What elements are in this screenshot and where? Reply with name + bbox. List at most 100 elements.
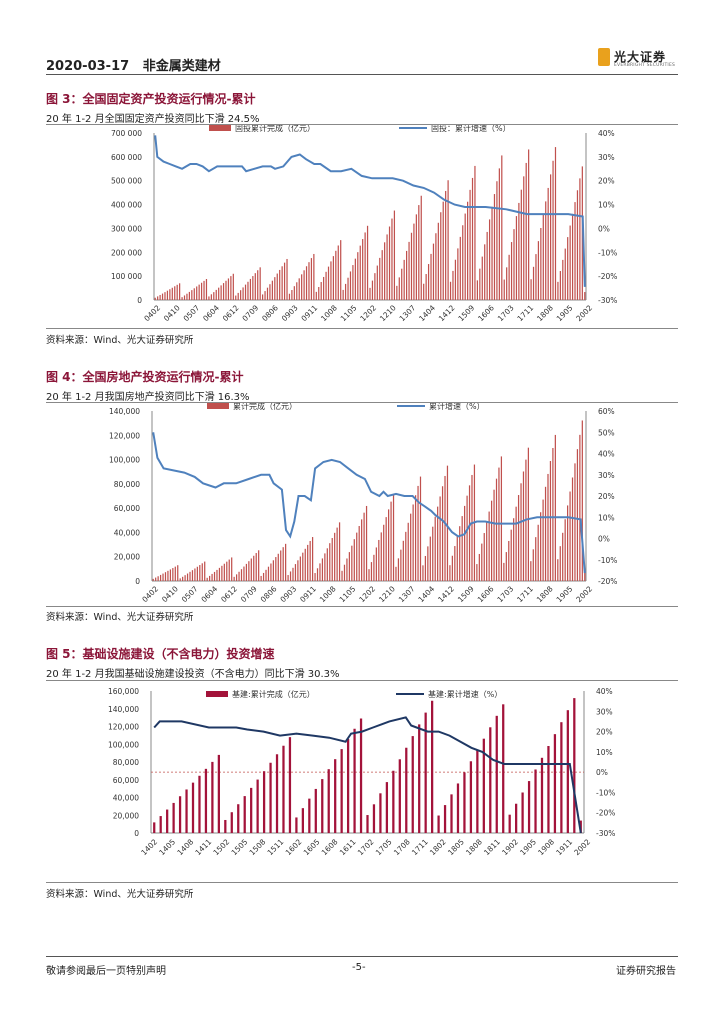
bar — [423, 283, 425, 300]
bar — [443, 805, 447, 833]
bar — [299, 556, 301, 581]
bar — [184, 575, 186, 581]
bar — [385, 517, 387, 581]
bar — [188, 291, 190, 300]
bar — [287, 575, 289, 581]
y-right-tick-label: 10% — [598, 513, 615, 522]
bar — [462, 225, 464, 300]
y-left-tick-label: 40,000 — [114, 528, 140, 537]
y-right-tick-label: 10% — [596, 748, 613, 757]
bar — [496, 181, 498, 300]
bar — [327, 769, 330, 833]
bar — [495, 478, 498, 581]
bar — [201, 563, 203, 581]
y-right-tick-label: 0% — [598, 535, 610, 544]
header-divider — [46, 74, 678, 75]
bar — [363, 512, 365, 581]
bar — [503, 279, 505, 300]
x-tick-label: 1404 — [417, 303, 437, 323]
bar — [203, 280, 205, 300]
bar — [275, 754, 279, 833]
x-tick-label: 0911 — [299, 303, 319, 323]
bar — [384, 242, 386, 300]
bar — [259, 267, 261, 300]
bar — [196, 286, 198, 300]
report-category: 非金属类建材 — [142, 59, 221, 74]
bar — [515, 506, 517, 581]
bar — [302, 552, 304, 581]
bar — [335, 250, 337, 300]
bar — [515, 216, 518, 300]
bar — [466, 495, 468, 581]
bar — [486, 522, 488, 581]
bar — [454, 546, 456, 581]
x-tick-label: 0604 — [201, 303, 221, 323]
bar — [406, 250, 408, 300]
bar — [243, 796, 246, 833]
bar — [508, 814, 511, 833]
bar — [537, 241, 540, 300]
bar — [506, 267, 508, 300]
bar — [490, 500, 493, 581]
bar — [235, 295, 237, 300]
bar — [464, 213, 466, 300]
x-tick-label: 1412 — [437, 303, 457, 323]
bar — [252, 276, 254, 300]
bar — [340, 749, 343, 833]
bar — [579, 434, 581, 581]
x-tick-label: 0709 — [240, 303, 260, 323]
x-tick-label: 1511 — [266, 837, 286, 857]
y-left-tick-label: 400 000 — [111, 201, 142, 210]
bar — [540, 757, 544, 833]
bar — [179, 578, 181, 581]
bar — [434, 516, 436, 581]
x-tick-label: 1412 — [436, 584, 456, 604]
bar — [218, 287, 220, 300]
bar — [523, 176, 525, 300]
bar — [374, 273, 376, 300]
y-right-tick-label: 40% — [596, 687, 613, 696]
bar — [560, 722, 563, 833]
x-tick-label: 1307 — [398, 303, 418, 323]
bar — [464, 505, 466, 581]
bar — [535, 537, 537, 581]
bar — [269, 284, 271, 300]
x-tick-label: 1509 — [456, 303, 476, 323]
y-left-tick-label: 80,000 — [114, 480, 140, 489]
x-tick-label: 1405 — [157, 837, 177, 857]
bar — [371, 280, 374, 300]
bar — [172, 568, 174, 581]
y-right-tick-label: -10% — [598, 248, 617, 257]
bar — [167, 570, 169, 581]
bar — [392, 493, 395, 581]
x-tick-label: 1905 — [555, 303, 575, 323]
bar — [282, 547, 284, 581]
bar — [405, 747, 408, 833]
bar — [584, 568, 586, 581]
bar — [289, 571, 292, 581]
bar — [415, 214, 417, 300]
x-tick-label: 0507 — [180, 584, 200, 604]
y-left-tick-label: 40,000 — [113, 794, 139, 803]
bar — [488, 511, 490, 581]
bar — [298, 278, 300, 300]
bar — [488, 219, 491, 300]
x-tick-label: 2002 — [574, 303, 594, 323]
bar — [288, 293, 291, 300]
bar — [332, 256, 334, 300]
bar — [314, 788, 317, 833]
y-right-tick-label: 10% — [598, 201, 615, 210]
bar — [213, 292, 215, 300]
y-left-tick-label: 600 000 — [111, 153, 142, 162]
bar — [398, 759, 401, 833]
bar — [579, 178, 581, 300]
bar — [474, 165, 476, 300]
bar — [174, 566, 176, 581]
bar — [297, 560, 299, 581]
x-tick-label: 1404 — [416, 584, 436, 604]
bar — [237, 804, 240, 833]
bar — [540, 512, 542, 581]
bar — [430, 253, 432, 300]
y-right-tick-label: 50% — [598, 428, 615, 437]
bar — [437, 222, 439, 300]
